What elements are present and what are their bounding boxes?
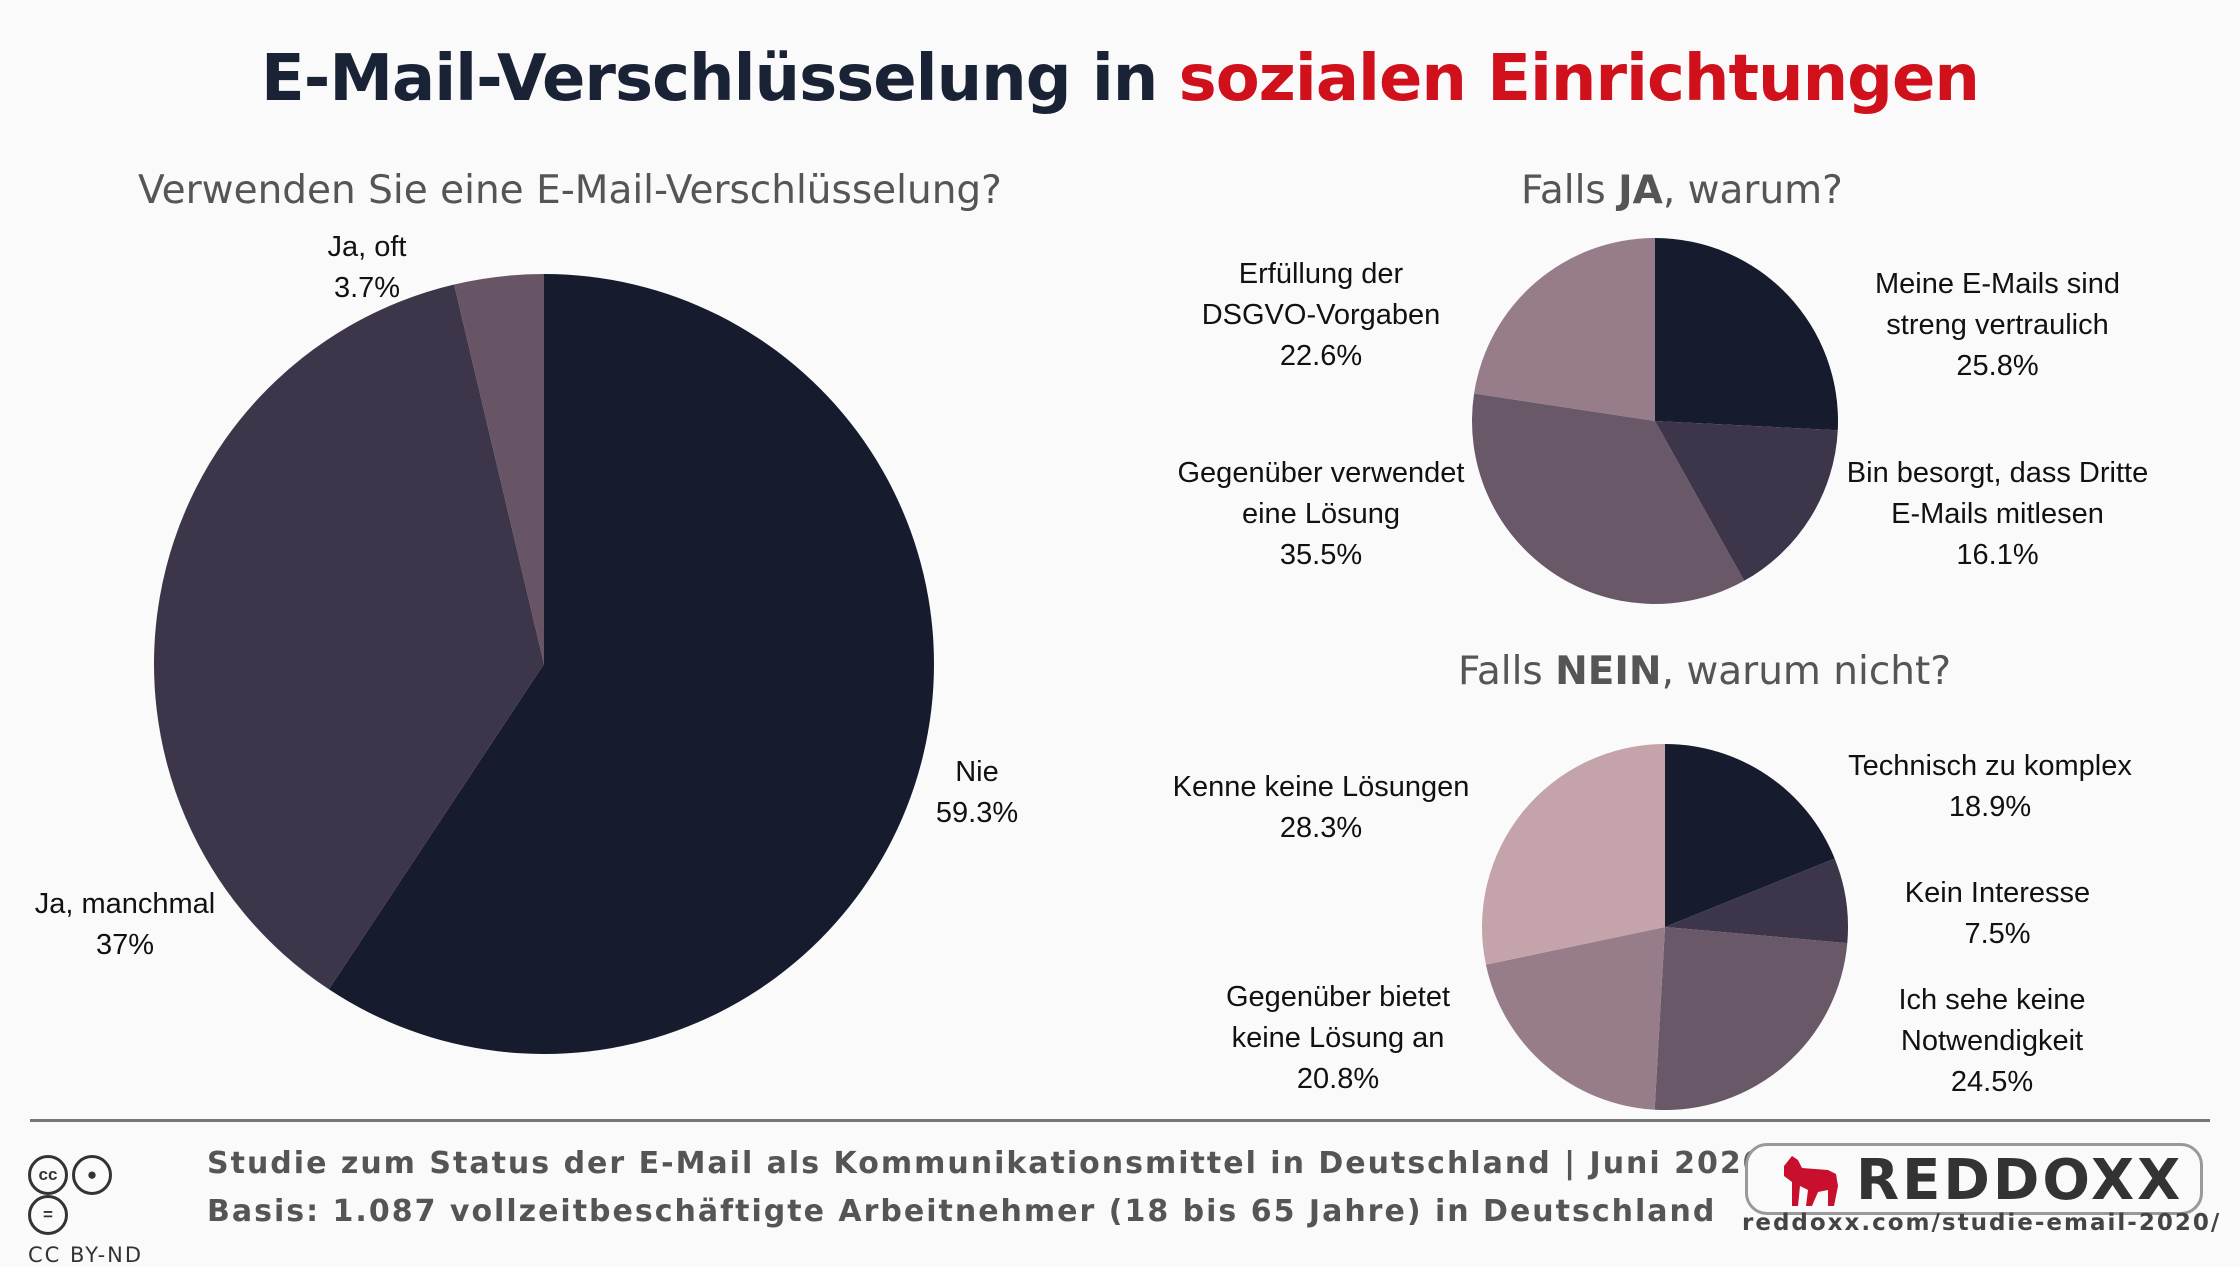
label-text: Kenne keine Lösungen: [1172, 771, 1470, 803]
label-text: Technisch zu komplex: [1848, 750, 2132, 782]
pie1-title: Verwenden Sie eine E-Mail-Verschlüsselun…: [138, 168, 1002, 213]
pie3-slice-3: [1485, 927, 1665, 1110]
label-text: streng vertraulich: [1886, 309, 2109, 341]
brand-logo: REDDOXX: [1745, 1143, 2203, 1215]
pie3-label-bietet: Gegenüber bietet keine Lösung an 20.8%: [1178, 977, 1498, 1100]
by-icon: ●: [72, 1155, 112, 1195]
label-text: Ich sehe keine: [1898, 984, 2086, 1016]
label-value: 37%: [95, 929, 155, 961]
pie2-label-besorgt: Bin besorgt, dass Dritte E-Mails mitlese…: [1820, 453, 2175, 576]
label-text: Gegenüber verwendet: [1177, 457, 1465, 489]
pie2-slice-3: [1474, 238, 1655, 421]
license-block: cc ●= CC BY-ND: [28, 1155, 158, 1267]
pie2-title-bold: JA: [1618, 168, 1663, 213]
pie3-title-a: Falls: [1458, 649, 1556, 694]
nd-icon: =: [28, 1195, 68, 1235]
label-text: Ja, oft: [327, 231, 407, 263]
label-value: 3.7%: [333, 272, 401, 304]
pie2-slice-1: [1655, 421, 1838, 581]
pie1-slice-2: [454, 274, 544, 664]
pie2-label-gegenueber: Gegenüber verwendet eine Lösung 35.5%: [1141, 453, 1501, 576]
label-value: 59.3%: [935, 797, 1019, 829]
label-text: Erfüllung der: [1238, 258, 1404, 290]
label-value: 16.1%: [1956, 539, 2039, 571]
label-text: Ja, manchmal: [34, 888, 216, 920]
pie2-title-b: , warum?: [1662, 168, 1843, 213]
label-text: Notwendigkeit: [1900, 1025, 2084, 1057]
dog-icon: [1784, 1156, 1838, 1206]
label-value: 7.5%: [1964, 918, 2031, 950]
footer-basis-line: Basis: 1.087 vollzeitbeschäftigte Arbeit…: [207, 1194, 1717, 1229]
pie3-slices: [1482, 744, 1849, 1110]
pie1-label-nie: Nie 59.3%: [917, 752, 1037, 834]
footer-study-line: Studie zum Status der E-Mail als Kommuni…: [207, 1146, 1766, 1181]
label-value: 22.6%: [1279, 340, 1363, 372]
pie1-label-manchmal: Ja, manchmal 37%: [25, 884, 225, 966]
label-text: Meine E-Mails sind: [1875, 268, 2120, 300]
pie2-slice-0: [1655, 238, 1838, 431]
brand-url: reddoxx.com/studie-email-2020/: [1742, 1210, 2222, 1236]
pie3-label-kenne: Kenne keine Lösungen 28.3%: [1141, 767, 1501, 849]
label-text: Gegenüber bietet: [1225, 981, 1451, 1013]
pie3-label-komplex: Technisch zu komplex 18.9%: [1820, 746, 2160, 828]
pie3-label-interesse: Kein Interesse 7.5%: [1830, 873, 2165, 955]
label-text: Bin besorgt, dass Dritte: [1846, 457, 2149, 489]
pie3-label-notwendigkeit: Ich sehe keine Notwendigkeit 24.5%: [1822, 980, 2162, 1103]
label-value: 35.5%: [1279, 539, 1363, 571]
label-value: 28.3%: [1279, 812, 1363, 844]
pie1-slice-1: [154, 284, 544, 990]
title-part-1: E-Mail-Verschlüsselung in: [261, 42, 1158, 116]
brand-name: REDDOXX: [1856, 1148, 2184, 1213]
label-text: eine Lösung: [1241, 498, 1401, 530]
label-value: 24.5%: [1950, 1066, 2034, 1098]
pie2-label-vertraulich: Meine E-Mails sind streng vertraulich 25…: [1820, 264, 2175, 387]
pie1-slice-0: [328, 274, 934, 1054]
label-value: 18.9%: [1948, 791, 2032, 823]
label-value: 25.8%: [1956, 350, 2039, 382]
label-text: Kein Interesse: [1904, 877, 2091, 909]
pie3-slice-2: [1654, 927, 1848, 1110]
footer-divider: [30, 1119, 2210, 1122]
license-text: CC BY-ND: [28, 1243, 144, 1267]
pie3-title-b: , warum nicht?: [1661, 649, 1952, 694]
license-icons: cc ●=: [28, 1155, 158, 1235]
pie3-slice-1: [1665, 858, 1849, 944]
pie2-title: Falls JA, warum?: [1521, 168, 1843, 213]
pie2-slices: [1472, 238, 1838, 604]
label-text: Nie: [955, 756, 999, 788]
pie3-title-bold: NEIN: [1555, 649, 1662, 694]
pie2-title-a: Falls: [1521, 168, 1619, 213]
label-text: keine Lösung an: [1231, 1022, 1445, 1054]
pie3-slice-0: [1665, 744, 1835, 927]
pie1-slices: [154, 274, 934, 1054]
label-text: DSGVO-Vorgaben: [1201, 299, 1441, 331]
pie3-title: Falls NEIN, warum nicht?: [1458, 649, 1951, 694]
pie3-slice-4: [1482, 744, 1665, 965]
title-part-2-accent: sozialen Einrichtungen: [1178, 42, 1980, 116]
page-title: E-Mail-Verschlüsselung in sozialen Einri…: [0, 42, 2240, 116]
pie1-label-oft: Ja, oft 3.7%: [307, 227, 427, 309]
cc-icon: cc: [28, 1155, 68, 1195]
pie2-label-dsgvo: Erfüllung der DSGVO-Vorgaben 22.6%: [1141, 254, 1501, 377]
pie2-slice-2: [1472, 393, 1745, 604]
label-value: 20.8%: [1296, 1063, 1380, 1095]
label-text: E-Mails mitlesen: [1891, 498, 2104, 530]
